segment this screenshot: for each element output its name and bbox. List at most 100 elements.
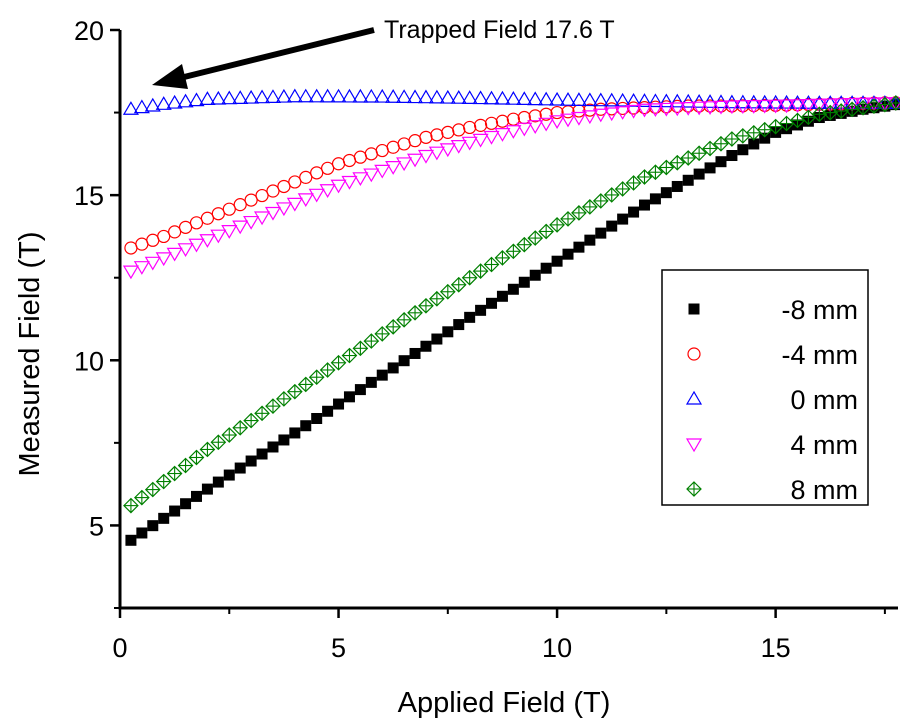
data-point bbox=[625, 92, 642, 107]
data-point bbox=[267, 441, 279, 453]
data-point bbox=[767, 94, 784, 109]
data-point bbox=[660, 187, 672, 199]
legend-marker bbox=[688, 303, 700, 315]
data-point bbox=[691, 145, 707, 162]
data-point bbox=[232, 419, 249, 436]
data-point bbox=[133, 261, 150, 275]
data-point bbox=[374, 164, 391, 179]
legend-marker bbox=[686, 481, 702, 497]
data-point bbox=[234, 462, 246, 474]
data-point bbox=[178, 220, 193, 234]
data-point bbox=[374, 326, 391, 342]
data-point bbox=[439, 89, 456, 104]
data-point bbox=[603, 187, 620, 203]
data-point bbox=[614, 106, 631, 120]
data-point bbox=[538, 91, 555, 106]
data-point bbox=[406, 89, 424, 104]
data-point bbox=[157, 229, 171, 244]
data-point bbox=[319, 362, 336, 378]
y-tick-label: 5 bbox=[89, 511, 104, 541]
data-point bbox=[550, 105, 564, 120]
data-point bbox=[428, 89, 445, 104]
data-point bbox=[583, 103, 597, 117]
data-point bbox=[122, 101, 139, 115]
data-point bbox=[494, 128, 511, 142]
data-point bbox=[188, 92, 205, 107]
data-point bbox=[549, 115, 566, 130]
data-point bbox=[330, 354, 347, 371]
series-4mm bbox=[122, 97, 900, 280]
data-point bbox=[201, 483, 213, 495]
data-point bbox=[365, 376, 377, 388]
data-point bbox=[199, 234, 216, 248]
data-point bbox=[210, 90, 227, 105]
data-point bbox=[702, 101, 719, 115]
y-axis-title: Measured Field (T) bbox=[14, 232, 46, 477]
data-point bbox=[636, 103, 653, 118]
data-point bbox=[125, 534, 137, 546]
data-point bbox=[343, 391, 355, 403]
data-point bbox=[288, 175, 302, 189]
data-point bbox=[396, 311, 412, 328]
data-point bbox=[671, 180, 683, 192]
data-point bbox=[188, 449, 205, 466]
data-point bbox=[297, 193, 314, 208]
data-point bbox=[844, 97, 861, 112]
data-point bbox=[330, 179, 347, 194]
data-point bbox=[483, 90, 500, 105]
data-point bbox=[245, 455, 257, 467]
data-point bbox=[254, 89, 271, 104]
data-point bbox=[177, 457, 194, 474]
data-point bbox=[603, 92, 620, 107]
data-point bbox=[308, 88, 325, 103]
data-point bbox=[461, 90, 478, 104]
data-point bbox=[636, 169, 653, 185]
data-point bbox=[210, 229, 227, 244]
data-point bbox=[472, 133, 489, 148]
data-point bbox=[330, 88, 347, 103]
data-point bbox=[341, 175, 358, 190]
data-point bbox=[691, 93, 708, 108]
y-tick-label: 15 bbox=[74, 181, 104, 211]
data-point bbox=[789, 94, 806, 109]
data-point bbox=[200, 211, 215, 225]
data-point bbox=[756, 99, 773, 114]
data-point bbox=[374, 88, 391, 103]
data-point bbox=[638, 199, 650, 211]
data-point bbox=[486, 297, 498, 309]
data-point bbox=[669, 93, 686, 108]
data-point bbox=[243, 215, 260, 230]
data-point bbox=[734, 100, 751, 114]
data-point bbox=[691, 101, 708, 116]
data-point bbox=[658, 93, 675, 108]
data-point bbox=[680, 102, 697, 116]
data-point bbox=[254, 405, 270, 422]
data-point bbox=[595, 227, 607, 239]
data-point bbox=[169, 505, 181, 517]
data-point bbox=[647, 103, 664, 118]
axes-layer: 0 5 10 15 5 10 15 20 Applied Field (T) Measured F… bbox=[14, 16, 898, 719]
data-point bbox=[364, 147, 378, 161]
legend-label: 4 mm bbox=[791, 430, 859, 460]
data-point bbox=[658, 159, 675, 176]
data-point bbox=[275, 88, 292, 103]
data-point bbox=[319, 184, 336, 198]
data-point bbox=[177, 243, 194, 258]
data-point bbox=[321, 161, 335, 175]
data-point bbox=[789, 99, 806, 114]
data-point bbox=[264, 89, 282, 103]
annotation: Trapped Field 17.6 T bbox=[152, 16, 615, 89]
data-point bbox=[726, 150, 738, 162]
data-point bbox=[166, 465, 183, 482]
data-point bbox=[221, 90, 238, 105]
data-point bbox=[155, 96, 172, 110]
data-point bbox=[495, 114, 510, 128]
data-point bbox=[516, 91, 533, 106]
data-point bbox=[549, 91, 566, 106]
data-point bbox=[767, 99, 784, 114]
data-point bbox=[759, 132, 771, 144]
data-point bbox=[385, 161, 402, 175]
data-point bbox=[123, 497, 139, 514]
data-point bbox=[800, 95, 817, 109]
